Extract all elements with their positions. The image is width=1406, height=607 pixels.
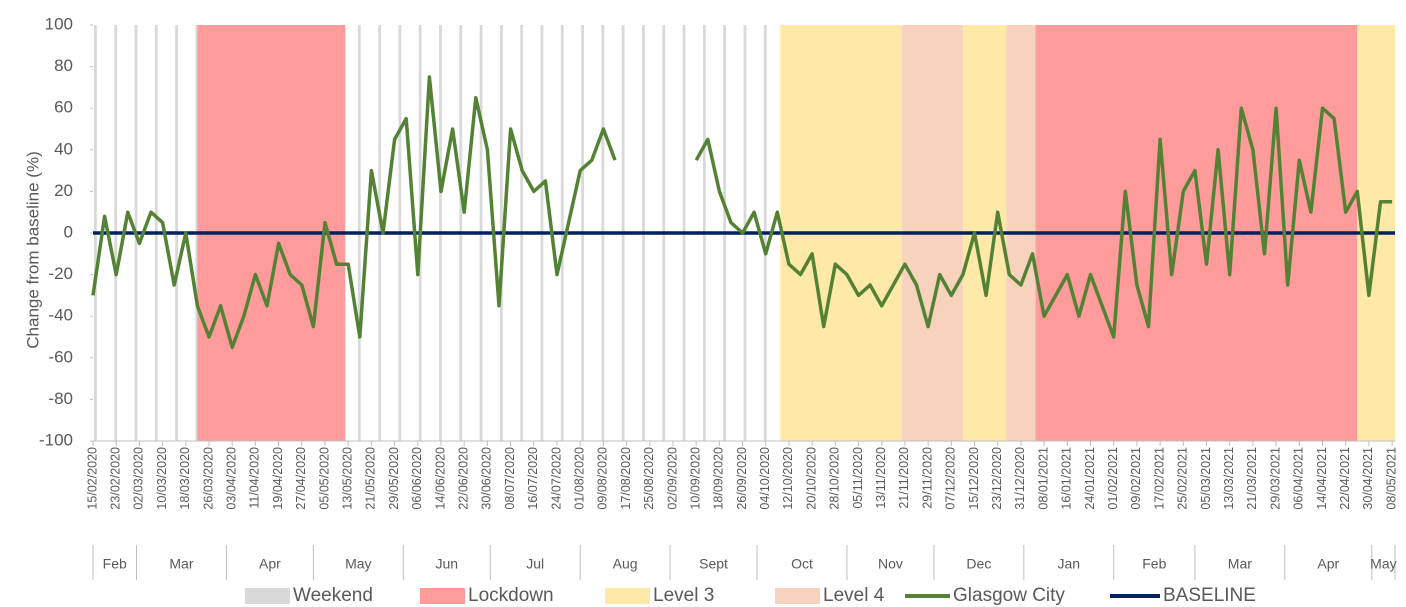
x-tick-label: 01/02/2021 bbox=[1106, 447, 1120, 510]
legend-label: Lockdown bbox=[468, 585, 554, 606]
legend-swatch bbox=[775, 588, 820, 604]
x-tick-label: 09/08/2020 bbox=[596, 447, 610, 510]
x-tick-label: 29/11/2020 bbox=[920, 447, 934, 509]
y-tick-label: -60 bbox=[48, 347, 73, 366]
month-label: Feb bbox=[1142, 556, 1166, 572]
data-line bbox=[91, 75, 1393, 350]
x-tick-label: 21/05/2020 bbox=[364, 447, 378, 510]
x-tick-label: 10/03/2020 bbox=[155, 447, 169, 510]
y-tick-label: 0 bbox=[64, 222, 73, 241]
legend-swatch bbox=[605, 588, 650, 604]
legend-label: Glasgow City bbox=[953, 585, 1065, 606]
x-tick-label: 11/04/2020 bbox=[248, 447, 262, 509]
month-label: Mar bbox=[169, 556, 193, 572]
x-tick-label: 07/12/2020 bbox=[944, 447, 958, 510]
month-label: Oct bbox=[791, 556, 813, 572]
x-tick-label: 13/05/2020 bbox=[340, 447, 354, 510]
x-tick-label: 08/05/2021 bbox=[1384, 447, 1398, 510]
x-tick-label: 17/08/2020 bbox=[619, 447, 633, 510]
x-tick-label: 13/03/2021 bbox=[1222, 447, 1236, 510]
x-tick-label: 02/09/2020 bbox=[665, 447, 679, 510]
x-tick-label: 16/01/2021 bbox=[1060, 447, 1074, 510]
x-tick-label: 20/10/2020 bbox=[804, 447, 818, 510]
x-tick-label: 23/02/2020 bbox=[108, 447, 122, 510]
x-tick-label: 10/09/2020 bbox=[688, 447, 702, 510]
x-tick-label: 16/07/2020 bbox=[526, 447, 540, 510]
x-tick-label: 03/04/2020 bbox=[224, 447, 238, 510]
month-label: May bbox=[345, 556, 371, 572]
month-label: Dec bbox=[966, 556, 991, 572]
x-tick-label: 12/10/2020 bbox=[781, 447, 795, 510]
x-tick-label: 21/03/2021 bbox=[1245, 447, 1259, 510]
x-tick-label: 21/11/2020 bbox=[897, 447, 911, 509]
legend-swatch bbox=[420, 588, 465, 604]
x-tick-label: 05/05/2020 bbox=[317, 447, 331, 510]
x-tick-label: 19/04/2020 bbox=[271, 447, 285, 510]
legend-swatch bbox=[245, 588, 290, 604]
x-tick-label: 09/02/2021 bbox=[1129, 447, 1143, 510]
x-tick-label: 22/04/2021 bbox=[1338, 447, 1352, 510]
x-tick-label: 24/01/2021 bbox=[1083, 447, 1097, 510]
month-label: Apr bbox=[259, 556, 281, 572]
x-tick-label: 30/06/2020 bbox=[480, 447, 494, 510]
x-tick-label: 18/03/2020 bbox=[178, 447, 192, 510]
x-tick-label: 02/03/2020 bbox=[132, 447, 146, 510]
x-tick-label: 25/02/2021 bbox=[1176, 447, 1190, 510]
legend-label: Weekend bbox=[293, 585, 373, 606]
month-label: Aug bbox=[613, 556, 638, 572]
y-tick-label: -20 bbox=[48, 264, 73, 283]
month-label: Jun bbox=[435, 556, 458, 572]
x-tick-label: 24/07/2020 bbox=[549, 447, 563, 510]
legend-label: Level 4 bbox=[823, 585, 885, 606]
x-tick-label: 08/07/2020 bbox=[503, 447, 517, 510]
y-tick-label: 80 bbox=[54, 56, 73, 75]
x-tick-label: 15/02/2020 bbox=[85, 447, 99, 510]
x-tick-label: 15/12/2020 bbox=[967, 447, 981, 510]
y-tick-label: 40 bbox=[54, 139, 73, 158]
month-label: Jan bbox=[1057, 556, 1080, 572]
x-tick-label: 18/09/2020 bbox=[712, 447, 726, 510]
x-tick-label: 05/03/2021 bbox=[1199, 447, 1213, 510]
y-axis-label: Change from baseline (%) bbox=[23, 151, 42, 348]
x-tick-label: 29/05/2020 bbox=[387, 447, 401, 510]
y-tick-label: 100 bbox=[45, 14, 73, 33]
x-tick-label: 05/11/2020 bbox=[851, 447, 865, 509]
x-tick-label: 13/11/2020 bbox=[874, 447, 888, 509]
x-tick-label: 26/03/2020 bbox=[201, 447, 215, 510]
x-tick-label: 25/08/2020 bbox=[642, 447, 656, 510]
y-tick-label: -40 bbox=[48, 306, 73, 325]
month-label: Nov bbox=[878, 556, 903, 572]
legend-label: Level 3 bbox=[653, 585, 714, 606]
y-tick-label: 20 bbox=[54, 181, 73, 200]
x-tick-label: 30/04/2021 bbox=[1361, 447, 1375, 510]
x-tick-label: 04/10/2020 bbox=[758, 447, 772, 510]
month-label: Feb bbox=[103, 556, 127, 572]
x-tick-label: 14/06/2020 bbox=[433, 447, 447, 510]
x-tick-label: 28/10/2020 bbox=[828, 447, 842, 510]
x-tick-label: 23/12/2020 bbox=[990, 447, 1004, 510]
x-tick-label: 31/12/2020 bbox=[1013, 447, 1027, 510]
x-tick-label: 01/08/2020 bbox=[572, 447, 586, 510]
y-tick-label: 60 bbox=[54, 98, 73, 117]
month-label: May bbox=[1370, 556, 1396, 572]
y-tick-label: -80 bbox=[48, 389, 73, 408]
legend-label: BASELINE bbox=[1163, 585, 1256, 606]
x-tick-label: 14/04/2021 bbox=[1315, 447, 1329, 510]
month-label: Mar bbox=[1228, 556, 1252, 572]
x-tick-label: 22/06/2020 bbox=[456, 447, 470, 510]
month-label: Apr bbox=[1317, 556, 1339, 572]
month-label: Jul bbox=[526, 556, 544, 572]
x-tick-label: 29/03/2021 bbox=[1268, 447, 1282, 510]
x-tick-label: 06/04/2021 bbox=[1292, 447, 1306, 510]
month-label: Sept bbox=[699, 556, 728, 572]
x-tick-label: 06/06/2020 bbox=[410, 447, 424, 510]
y-tick-label: -100 bbox=[39, 430, 73, 449]
x-tick-label: 26/09/2020 bbox=[735, 447, 749, 510]
x-tick-label: 27/04/2020 bbox=[294, 447, 308, 510]
x-tick-label: 17/02/2021 bbox=[1152, 447, 1166, 510]
x-tick-label: 08/01/2021 bbox=[1036, 447, 1050, 510]
